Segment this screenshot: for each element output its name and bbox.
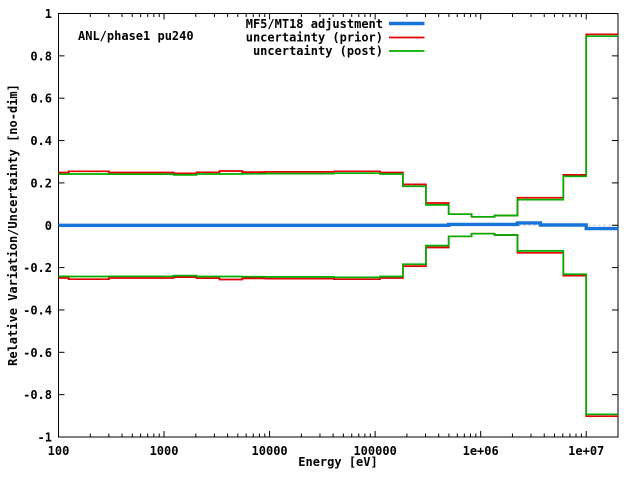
legend-label-prior: uncertainty (prior) — [246, 31, 383, 45]
y-tick-label: 0.4 — [30, 134, 52, 148]
y-tick-label: 0.6 — [30, 92, 52, 106]
y-tick-label: -0.4 — [23, 303, 52, 317]
y-tick-label: -0.6 — [23, 346, 52, 360]
legend: MF5/MT18 adjustment uncertainty (prior) … — [246, 17, 425, 58]
adjustment-curve — [58, 221, 618, 231]
y-tick-label: 1 — [45, 7, 52, 21]
legend-label-post: uncertainty (post) — [253, 44, 383, 58]
x-tick-label: 100 — [48, 444, 70, 458]
y-tick-label: -0.8 — [23, 388, 52, 402]
y-axis-label: Relative Variation/Uncertainty [no-dim] — [6, 84, 20, 366]
x-tick-label: 1e+06 — [463, 444, 499, 458]
y-tick-label: 0 — [45, 219, 52, 233]
x-axis-label: Energy [eV] — [298, 455, 377, 469]
y-tick-label: 0.2 — [30, 176, 52, 190]
post-upper-curve — [58, 35, 618, 218]
x-tick-label: 1000 — [150, 444, 179, 458]
x-tick-label: 10000 — [252, 444, 288, 458]
y-tick-label: -1 — [38, 431, 52, 445]
legend-label-adjustment: MF5/MT18 adjustment — [246, 17, 383, 31]
post-lower-curve — [58, 232, 618, 416]
prior-lower-curve — [58, 232, 618, 418]
plot-annotation: ANL/phase1 pu240 — [78, 29, 194, 43]
x-tick-label: 1e+07 — [568, 444, 604, 458]
prior-upper-curve — [58, 33, 618, 218]
x-tick-label: 100000 — [353, 444, 396, 458]
y-tick-label: -0.2 — [23, 261, 52, 275]
y-tick-label: 0.8 — [30, 49, 52, 63]
